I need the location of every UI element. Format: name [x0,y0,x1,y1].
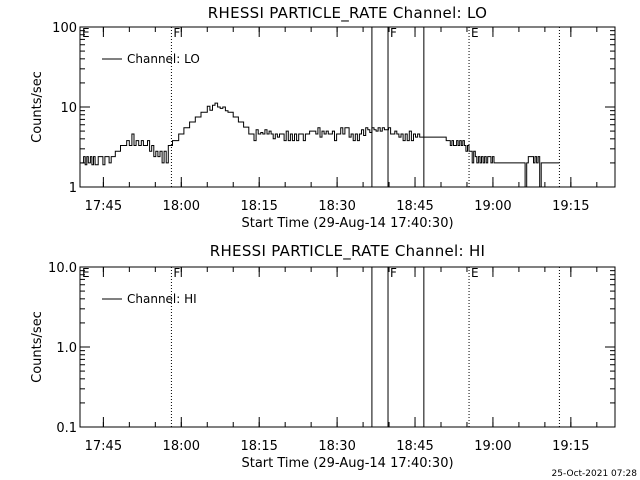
x-tick-label: 18:15 [240,439,277,454]
chart-panel-hi: RHESSI PARTICLE_RATE Channel: HI Counts/s… [30,242,616,471]
chart-panel-lo: RHESSI PARTICLE_RATE Channel: LO Counts/s… [30,4,616,231]
event-marker-label: E [471,26,479,40]
event-marker-label: F [173,26,180,40]
y-tick-label: 1.0 [56,341,77,356]
x-tick-label: 18:45 [396,199,433,214]
y-tick-label: 10.0 [48,261,77,276]
x-tick-label: 19:15 [552,199,589,214]
x-axis-label: Start Time (29-Aug-14 17:40:30) [241,216,453,231]
x-tick-label: 18:15 [240,199,277,214]
y-tick-label: 1 [69,181,77,196]
x-tick-label: 17:45 [85,199,122,214]
legend-label: Channel: HI [127,292,197,306]
chart-title: RHESSI PARTICLE_RATE Channel: HI [210,242,486,261]
event-marker-label: E [471,266,479,280]
chart-title: RHESSI PARTICLE_RATE Channel: LO [208,4,487,23]
x-tick-label: 19:00 [474,199,511,214]
x-tick-label: 18:30 [318,439,355,454]
x-tick-label: 18:00 [163,439,200,454]
y-axis-label: Counts/sec [30,311,45,383]
x-tick-label: 18:45 [396,439,433,454]
legend-label: Channel: LO [127,52,200,66]
plot-frame [79,266,616,428]
x-tick-label: 17:45 [85,439,122,454]
y-tick-label: 0.1 [56,421,77,436]
y-tick-label: 10 [60,101,77,116]
footer-timestamp: 25-Oct-2021 07:28 [552,469,638,479]
series-line [81,102,560,188]
x-tick-label: 18:30 [318,199,355,214]
event-marker-label: E [82,266,90,280]
event-marker-label: F [173,266,180,280]
y-tick-label: 100 [52,21,77,36]
x-axis-label: Start Time (29-Aug-14 17:40:30) [241,456,453,471]
event-marker-label: F [390,266,397,280]
x-tick-label: 19:15 [552,439,589,454]
event-marker-label: F [390,26,397,40]
y-axis-label: Counts/sec [30,71,45,143]
event-marker-label: E [82,26,90,40]
x-tick-label: 18:00 [163,199,200,214]
x-tick-label: 19:00 [474,439,511,454]
